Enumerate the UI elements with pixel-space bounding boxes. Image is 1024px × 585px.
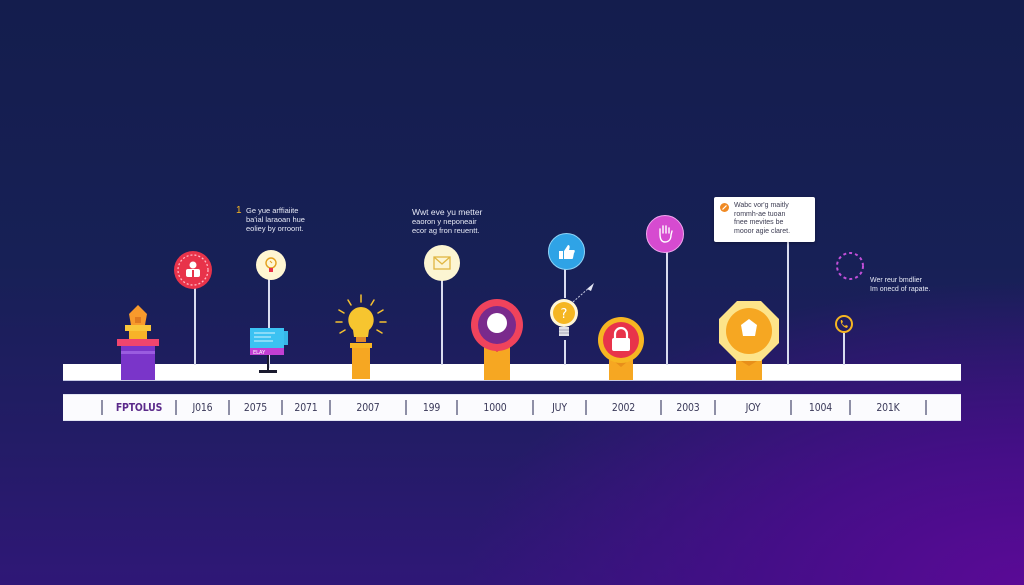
note-line: Ge yue arffiaiite	[246, 206, 299, 215]
note-line: fnee mevites be	[734, 219, 784, 226]
lightbulb-icon	[256, 250, 286, 280]
divider	[660, 400, 662, 415]
note-line: ba'ial laraoan hue	[246, 215, 305, 224]
timeline-label: 2075	[243, 401, 268, 414]
connector-line	[843, 333, 845, 365]
thumbs-up-icon	[548, 233, 585, 270]
note-line: Wer reur bmdlier	[870, 277, 922, 284]
ribbon-icon	[470, 298, 524, 380]
timeline-label: 2071	[294, 401, 318, 414]
divider	[405, 400, 407, 415]
note-line: ecor ag fron reuentt.	[412, 226, 480, 235]
divider	[714, 400, 716, 415]
note-line: eaoron y neponeair	[412, 217, 477, 226]
note-2: Wwt eve yu metter eaoron y neponeair eco…	[412, 207, 483, 236]
people-icon	[174, 251, 212, 289]
timeline-label: 2003	[676, 401, 700, 414]
timeline-label: JOY	[745, 401, 761, 414]
divider	[175, 400, 177, 415]
timeline-label: JUY	[552, 401, 567, 414]
timeline-label: 2007	[356, 401, 380, 414]
timeline-label: 2002	[611, 401, 636, 414]
connector-line	[194, 283, 196, 365]
timeline-label: 1004	[808, 401, 833, 414]
lock-icon	[596, 317, 646, 380]
divider	[790, 400, 792, 415]
paper-plane-icon	[572, 281, 596, 303]
divider	[101, 400, 103, 415]
connector-line	[268, 278, 270, 328]
timeline-label: J016	[192, 401, 213, 414]
note-line: Im onecd of rapate.	[870, 286, 931, 293]
question-icon: ?	[548, 298, 580, 342]
svg-text:?: ?	[561, 307, 568, 322]
phone-icon	[835, 315, 853, 333]
divider	[585, 400, 587, 415]
connector-line	[441, 278, 443, 365]
divider	[228, 400, 230, 415]
star-icon	[718, 300, 780, 380]
divider	[281, 400, 283, 415]
connector-line	[564, 268, 566, 298]
lightbulb-icon	[334, 293, 388, 379]
pencil-icon	[720, 203, 729, 212]
monitor-icon: ELAY	[249, 327, 289, 375]
timeline-label: FPTOLUS	[115, 401, 163, 414]
callout-card: Wabc vor'g maitly rommh-ae tuoan fnee me…	[714, 197, 815, 242]
divider	[532, 400, 534, 415]
timeline-label: 1000	[483, 401, 507, 414]
divider	[329, 400, 331, 415]
note-line: eoliey by orroont.	[246, 224, 304, 233]
timeline-label: 199	[422, 401, 441, 414]
note-line: mooor agie claret.	[734, 227, 791, 235]
note-line: rommh-ae tuoan	[734, 210, 786, 218]
divider	[849, 400, 851, 415]
note-line: Wabc vor'g maitly	[734, 202, 789, 209]
connector-line	[564, 340, 566, 365]
note-marker: 1	[236, 205, 242, 216]
connector-line	[787, 242, 789, 365]
timeline-label-strip: FPTOLUS J016 2075 2071 2007 199 1000 JUY…	[63, 394, 961, 421]
divider	[456, 400, 458, 415]
dashed-circle-icon	[835, 251, 865, 281]
note-line: Wwt eve yu metter	[412, 207, 483, 217]
divider	[925, 400, 927, 415]
note-1: 1 Ge yue arffiaiite ba'ial laraoan hue e…	[236, 205, 305, 234]
hand-icon	[646, 215, 684, 253]
timeline-label: 201K	[876, 401, 900, 414]
connector-line	[666, 250, 668, 365]
note-4: Wer reur bmdlier Im onecd of rapate.	[870, 276, 930, 294]
svg-text:ELAY: ELAY	[253, 350, 266, 356]
envelope-icon	[424, 245, 460, 281]
pedestal-icon	[116, 303, 160, 380]
